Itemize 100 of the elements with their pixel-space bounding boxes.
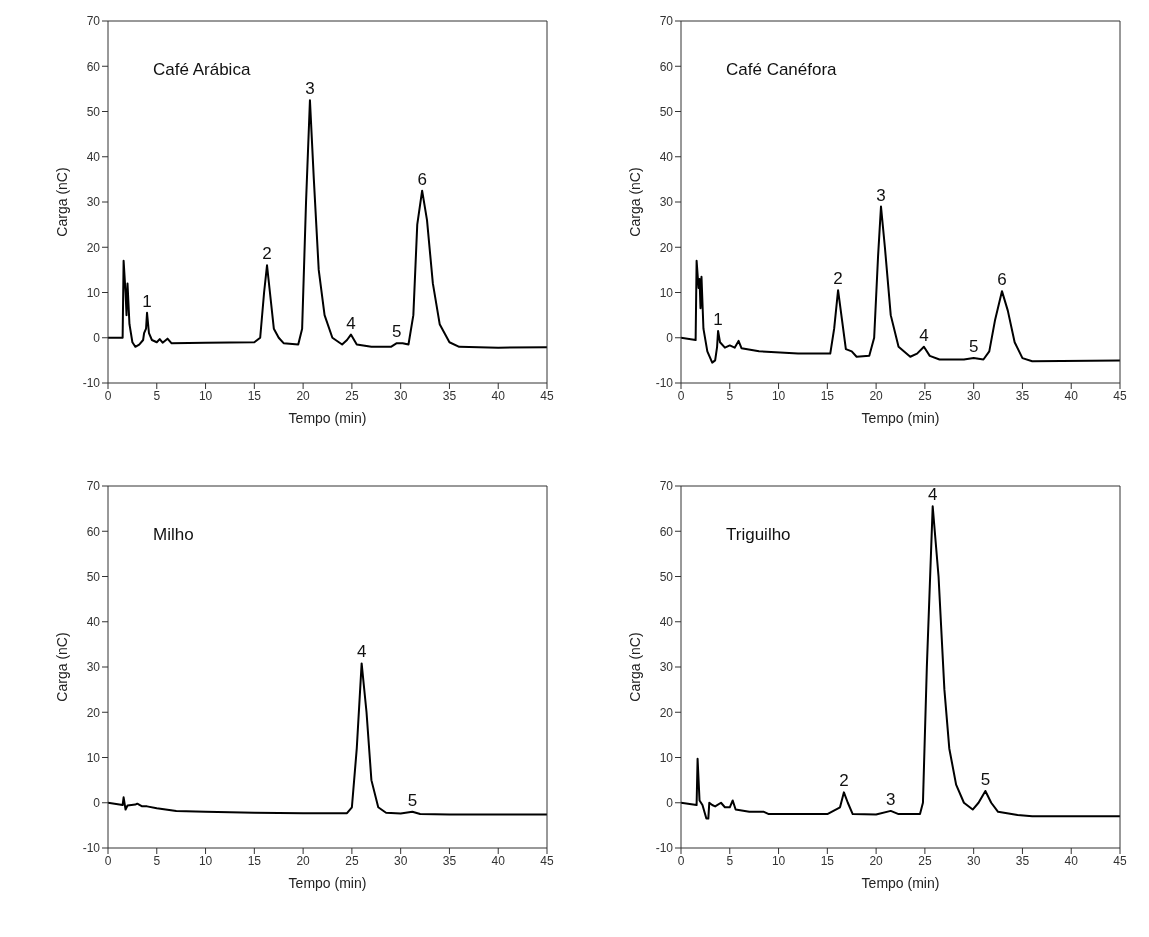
y-tick-label: 60 bbox=[659, 524, 674, 539]
y-tick-label: 20 bbox=[659, 240, 674, 255]
x-tick-label: 5 bbox=[153, 853, 161, 868]
annotation: 5 bbox=[407, 790, 418, 810]
annotation: 3 bbox=[886, 789, 896, 809]
y-tick-label: 50 bbox=[86, 569, 101, 584]
x-tick-label: 10 bbox=[198, 853, 213, 868]
x-tick-label: 20 bbox=[296, 388, 311, 403]
x-tick-label: 35 bbox=[1015, 853, 1030, 868]
x-tick-label: 45 bbox=[540, 853, 554, 868]
y-axis-title: Carga (nC) bbox=[626, 167, 643, 237]
y-tick-label: 30 bbox=[659, 660, 674, 675]
y-tick-label: -10 bbox=[82, 376, 101, 391]
y-tick-label: 0 bbox=[93, 331, 101, 346]
x-tick-label: 5 bbox=[726, 388, 734, 403]
x-tick-label: 5 bbox=[153, 388, 161, 403]
y-axis-title: Carga (nC) bbox=[626, 632, 643, 702]
x-tick-label: 30 bbox=[966, 388, 981, 403]
x-axis-title: Tempo (min) bbox=[861, 875, 940, 891]
x-tick-label: 30 bbox=[393, 853, 408, 868]
y-tick-label: 10 bbox=[659, 285, 674, 300]
x-tick-label: 0 bbox=[677, 388, 685, 403]
y-tick-label: 60 bbox=[86, 59, 101, 74]
x-tick-label: 20 bbox=[869, 388, 884, 403]
y-tick-label: 50 bbox=[86, 104, 101, 119]
x-tick-label: 15 bbox=[247, 388, 262, 403]
x-tick-label: 5 bbox=[726, 853, 734, 868]
annotation: 1 bbox=[713, 309, 723, 329]
annotation: 3 bbox=[876, 185, 886, 205]
annotation: 6 bbox=[417, 169, 427, 189]
y-tick-label: 70 bbox=[659, 14, 674, 29]
x-tick-label: 10 bbox=[198, 388, 213, 403]
annotation: 5 bbox=[980, 769, 991, 789]
x-tick-label: 0 bbox=[104, 853, 112, 868]
line-series bbox=[108, 662, 547, 816]
text: Café Arábica bbox=[153, 60, 251, 80]
y-tick-label: -10 bbox=[655, 841, 674, 856]
x-tick-label: 30 bbox=[966, 853, 981, 868]
x-tick-label: 30 bbox=[393, 388, 408, 403]
y-tick-label: 50 bbox=[659, 104, 674, 119]
annotation: 1 bbox=[142, 291, 152, 311]
y-tick-label: 40 bbox=[659, 150, 674, 165]
x-tick-label: 45 bbox=[1113, 388, 1127, 403]
x-tick-label: 20 bbox=[869, 853, 884, 868]
x-axis-title: Tempo (min) bbox=[288, 875, 367, 891]
x-tick-label: 25 bbox=[345, 388, 359, 403]
y-tick-label: 70 bbox=[86, 14, 101, 29]
x-tick-label: 15 bbox=[247, 853, 262, 868]
annotation: 5 bbox=[968, 337, 979, 357]
y-tick-label: 30 bbox=[86, 660, 101, 675]
annotation: 4 bbox=[927, 485, 938, 505]
y-tick-label: 30 bbox=[86, 195, 101, 210]
x-tick-label: 40 bbox=[491, 853, 506, 868]
annotation: 4 bbox=[356, 642, 367, 662]
x-tick-label: 15 bbox=[820, 853, 835, 868]
x-tick-label: 40 bbox=[1064, 853, 1079, 868]
y-tick-label: 40 bbox=[86, 150, 101, 165]
y-tick-label: 0 bbox=[666, 331, 674, 346]
y-tick-label: 10 bbox=[659, 750, 674, 765]
x-tick-label: 20 bbox=[296, 853, 311, 868]
y-tick-label: 20 bbox=[86, 705, 101, 720]
x-tick-label: 35 bbox=[1015, 388, 1030, 403]
annotation: 2 bbox=[839, 771, 849, 791]
y-tick-label: 10 bbox=[86, 750, 101, 765]
y-tick-label: 30 bbox=[659, 195, 674, 210]
y-axis-title: Carga (nC) bbox=[53, 632, 70, 702]
x-axis-title: Tempo (min) bbox=[288, 410, 367, 426]
x-tick-label: 25 bbox=[918, 388, 932, 403]
x-tick-label: 15 bbox=[820, 388, 835, 403]
y-tick-label: 10 bbox=[86, 285, 101, 300]
annotation: 2 bbox=[262, 244, 272, 264]
x-tick-label: 0 bbox=[677, 853, 685, 868]
y-tick-label: 60 bbox=[86, 524, 101, 539]
x-tick-label: 45 bbox=[1113, 853, 1127, 868]
annotation: 2 bbox=[833, 269, 843, 289]
x-tick-label: 35 bbox=[442, 853, 457, 868]
x-tick-label: 10 bbox=[771, 853, 786, 868]
x-tick-label: 45 bbox=[540, 388, 554, 403]
y-axis-title: Carga (nC) bbox=[53, 167, 70, 237]
annotation: 4 bbox=[919, 325, 929, 345]
line-series bbox=[108, 99, 547, 349]
y-tick-label: 20 bbox=[659, 705, 674, 720]
x-tick-label: 35 bbox=[442, 388, 457, 403]
annotation: 3 bbox=[305, 79, 315, 99]
text: Café Canéfora bbox=[726, 60, 837, 80]
y-tick-label: 0 bbox=[666, 796, 674, 811]
y-tick-label: -10 bbox=[655, 376, 674, 391]
text: Triguilho bbox=[726, 525, 791, 545]
annotation: 4 bbox=[346, 313, 356, 333]
annotation: 5 bbox=[392, 322, 402, 342]
y-tick-label: 40 bbox=[659, 615, 674, 630]
line-series bbox=[681, 505, 1120, 820]
y-tick-label: 70 bbox=[659, 479, 674, 494]
y-tick-label: -10 bbox=[82, 841, 101, 856]
x-tick-label: 10 bbox=[771, 388, 786, 403]
annotation: 6 bbox=[997, 270, 1007, 290]
line-series bbox=[681, 205, 1120, 364]
y-tick-label: 20 bbox=[86, 240, 101, 255]
x-axis-title: Tempo (min) bbox=[861, 410, 940, 426]
y-tick-label: 70 bbox=[86, 479, 101, 494]
